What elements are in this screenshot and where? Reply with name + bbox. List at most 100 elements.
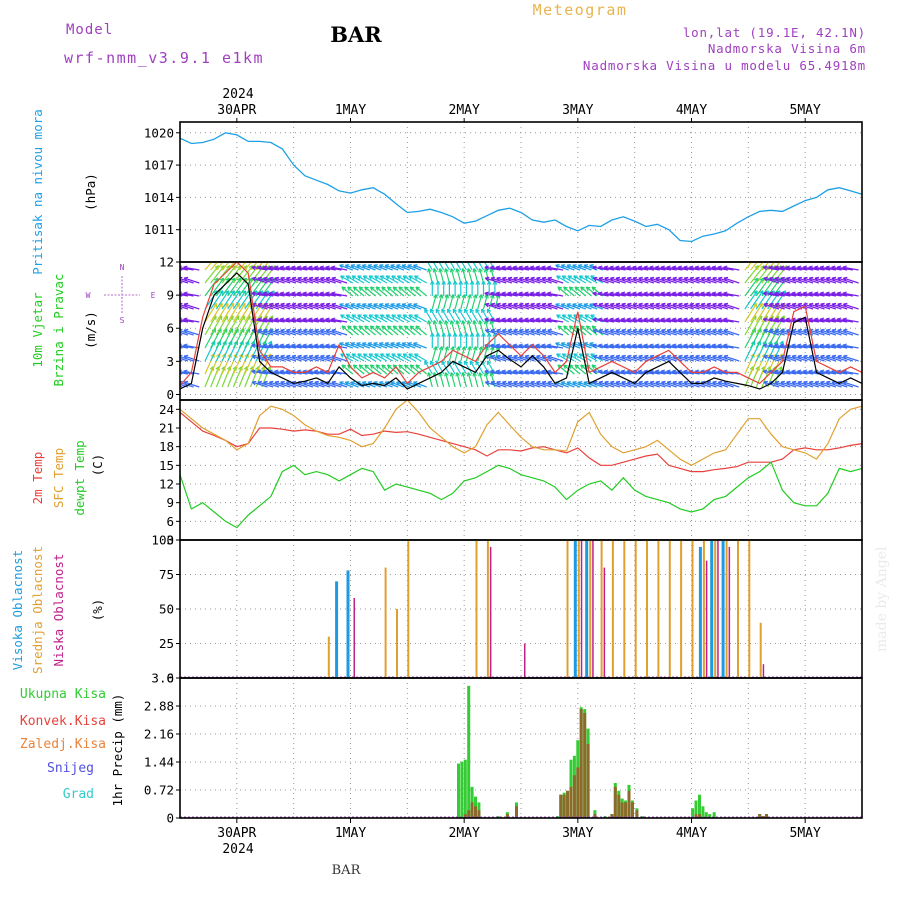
bottom-date-label: 4MAY (676, 826, 707, 841)
wind-arrow-head (524, 380, 530, 386)
dew-axis-title: dewpt Temp (72, 440, 87, 515)
wind-arrow (561, 353, 575, 362)
wind-arrow-head (706, 291, 711, 297)
wind-arrow-head (524, 354, 530, 360)
wind-arrow-head (367, 342, 373, 347)
wind-arrow-head (507, 317, 512, 323)
wind-arrow (465, 294, 471, 310)
wind-arrow-head (820, 354, 825, 360)
wind-arrow-head (308, 354, 314, 360)
wind-arrow-head (603, 343, 609, 349)
wind-arrow-head (666, 369, 671, 375)
wind-arrow-head (808, 265, 813, 271)
wind-arrow-head (374, 353, 379, 358)
wind-arrow-head (779, 291, 785, 297)
cloud-high-axis-title: Visoka Oblacnost (10, 550, 25, 670)
wind-arrow-head (654, 369, 660, 375)
wind-arrow-head (250, 253, 254, 257)
wind-arrow-head (447, 308, 452, 314)
precip-total-bar (496, 816, 500, 818)
wind-arrow-head (791, 354, 797, 360)
wind-arrow-head (583, 381, 589, 386)
wind-arrow-head (344, 381, 350, 386)
bottom-date-labels: 30APR 1MAY 2MAY 3MAY 4MAY 5MAY (217, 826, 821, 841)
wind-arrow (398, 286, 410, 297)
wind-arrow-head (831, 343, 836, 349)
wind-arrow (408, 275, 422, 284)
wind-arrow (346, 314, 359, 323)
cloud-low-bar (762, 664, 765, 678)
wind-arrow (484, 268, 490, 284)
wind-arrow-head (808, 380, 814, 386)
wind-arrow-head (436, 257, 439, 261)
wind-arrow-head (415, 364, 420, 369)
wind-arrow (215, 290, 230, 310)
wind-arrow-head (167, 277, 171, 281)
wind-arrow (204, 328, 216, 349)
wind-arrow-head (458, 280, 464, 285)
wind-arrow-head (314, 302, 319, 308)
wind-arrow (579, 353, 592, 362)
wind-arrow (379, 303, 393, 310)
wind-arrow-head (330, 317, 336, 323)
wind-arrow-head (496, 276, 501, 282)
wind-arrow-head (472, 346, 478, 351)
wind-arrow-head (786, 354, 791, 360)
wind-arrow-head (453, 257, 456, 261)
compass-n: N (120, 263, 125, 272)
wind-arrow-head (706, 328, 712, 334)
wind-arrow-head (308, 317, 313, 323)
wind-arrow-head (524, 276, 530, 282)
wind-arrow-head (547, 380, 552, 386)
wind-arrow-head (723, 328, 729, 334)
wind-arrow-head (345, 275, 351, 280)
y-tick-label: 15 (159, 458, 174, 473)
wind-arrow-head (351, 353, 357, 358)
wind-arrow-head (490, 276, 496, 282)
wind-arrow-head (183, 343, 188, 349)
wind-arrow-head (683, 291, 688, 297)
cloud-low-bar (353, 598, 355, 678)
wind-arrow-head (609, 343, 614, 349)
wind-arrow-head (530, 380, 535, 386)
wind-arrow-head (375, 364, 381, 369)
wind-arrow-head (398, 325, 403, 330)
wind-arrow-head (458, 308, 463, 314)
wind-arrow-head (501, 291, 506, 297)
wind-arrow-head (649, 302, 655, 308)
wind-arrow-head (577, 381, 583, 386)
wind-arrow-head (644, 380, 649, 386)
wind-arrow-head (490, 380, 496, 386)
wind-arrow (368, 353, 382, 362)
wind-arrow (842, 292, 859, 297)
wind-arrow (221, 328, 233, 349)
wind-arrow-head (598, 328, 604, 334)
wind-arrow (367, 264, 382, 271)
wind-arrow-head (391, 314, 396, 319)
wind-arrow-head (390, 342, 395, 347)
wind-arrow-head (415, 325, 420, 330)
wind-arrow-head (302, 265, 307, 271)
wind-arrow-head (308, 302, 314, 308)
wind-arrow-head (763, 354, 768, 360)
wind-arrow-head (615, 265, 620, 271)
y-tick-label: 18 (159, 439, 174, 454)
precip-conv-bar (470, 802, 474, 818)
wind-arrow-head (449, 268, 455, 273)
wind-arrow-head (455, 268, 461, 273)
wind-arrow-head (518, 265, 523, 271)
wind-arrow (375, 364, 388, 375)
wind-arrow-head (654, 317, 660, 323)
wind-arrow (755, 277, 770, 297)
wind-arrow-head (797, 276, 803, 282)
wind-arrow (424, 308, 433, 323)
wind-arrow-head (512, 369, 518, 375)
y-tick-label: 2.16 (144, 727, 174, 742)
wind-arrow-head (340, 314, 345, 319)
precip-conv-bar (467, 810, 471, 818)
y-tick-label: 1020 (144, 125, 174, 140)
wind-arrow-head (330, 291, 336, 297)
wind-arrow-head (797, 328, 803, 334)
wind-arrow (357, 314, 371, 323)
wind-arrow (227, 315, 240, 336)
